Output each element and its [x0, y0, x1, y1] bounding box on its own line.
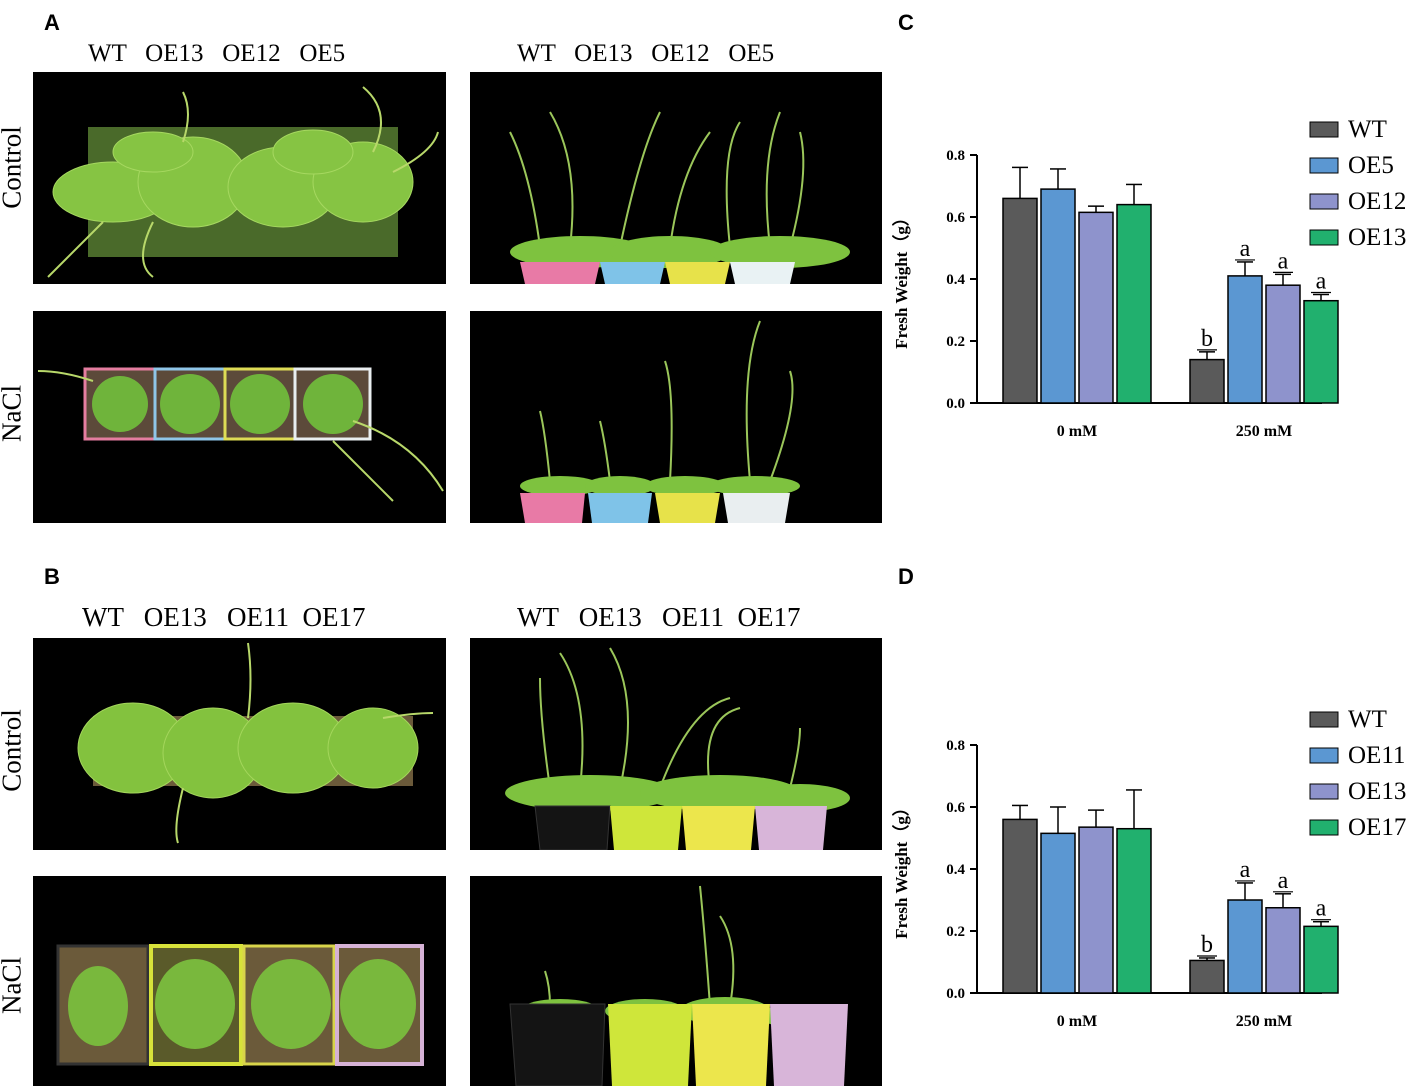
- photo-a-control-side-art: [509, 111, 850, 284]
- photo-b-control-top: [33, 638, 446, 850]
- legend-label-wt: WT: [1348, 116, 1387, 143]
- bar-oe13-0: [1078, 826, 1114, 994]
- legend-swatch-wt: [1309, 711, 1339, 728]
- significance-label: b: [1201, 932, 1213, 958]
- legend-swatch-oe12: [1309, 193, 1339, 210]
- photo-b-nacl-top: [33, 876, 446, 1086]
- photo-b-nacl-side: [470, 876, 882, 1086]
- photo-b-control-side: [470, 638, 882, 850]
- bar-oe13-0: [1116, 203, 1152, 404]
- panel-letter-b: B: [44, 564, 60, 589]
- significance-label: a: [1316, 896, 1327, 922]
- panel-a-genotypes-left: WT OE13 OE12 OE5: [88, 40, 346, 67]
- panel-a-row-control: Control: [0, 126, 27, 209]
- photo-a-nacl-top-art: [37, 367, 444, 502]
- bar-wt-0: [1002, 818, 1038, 994]
- significance-label: b: [1201, 326, 1213, 352]
- legend-label-wt: WT: [1348, 706, 1387, 733]
- bar-wt-1: [1189, 358, 1225, 404]
- panel-a-row-nacl: NaCl: [0, 385, 27, 442]
- y-tick-label: 0.0: [946, 986, 965, 1002]
- bar-oe5-0: [1040, 188, 1076, 404]
- chart-c: 0.0 0.2 0.4 0.6 0.8 Fresh Weight（g） 0 mM b a a a 25…: [891, 116, 1406, 440]
- y-tick-label: 0.6: [946, 800, 965, 816]
- panel-letter-a: A: [44, 10, 60, 35]
- bar-oe17-0: [1116, 827, 1152, 994]
- y-tick-label: 0.8: [946, 738, 965, 754]
- legend-label-oe13: OE13: [1348, 224, 1406, 251]
- legend-swatch-oe13: [1309, 229, 1339, 246]
- photo-a-control-top-art: [47, 86, 439, 278]
- photo-b-control-top-art: [77, 642, 434, 844]
- bar-oe5-1: [1227, 275, 1263, 404]
- panel-letter-c: C: [898, 10, 914, 35]
- legend-label-oe13: OE13: [1348, 778, 1406, 805]
- legend-swatch-oe13: [1309, 783, 1339, 800]
- bar-wt-1: [1189, 959, 1225, 994]
- y-tick-label: 0.2: [946, 924, 965, 940]
- photo-a-control-top: [33, 72, 446, 284]
- bar-wt-0: [1002, 197, 1038, 404]
- y-tick-label: 0.4: [946, 862, 965, 878]
- x-category-label: 0 mM: [1057, 423, 1097, 440]
- legend-label-oe12: OE12: [1348, 188, 1406, 215]
- photo-b-nacl-side-art: [509, 885, 848, 1086]
- bar-oe17-1: [1303, 925, 1339, 994]
- bar-oe11-0: [1040, 832, 1076, 994]
- legend-swatch-oe11: [1309, 747, 1339, 764]
- legend-swatch-wt: [1309, 121, 1339, 138]
- legend-label-oe17: OE17: [1348, 814, 1406, 841]
- legend-swatch-oe17: [1309, 819, 1339, 836]
- bar-oe12-1: [1265, 284, 1301, 404]
- y-tick-label: 0.2: [946, 334, 965, 350]
- x-category-label: 0 mM: [1057, 1013, 1097, 1030]
- photo-a-nacl-side: [470, 311, 882, 523]
- significance-label: a: [1316, 269, 1327, 295]
- legend-label-oe11: OE11: [1348, 742, 1405, 769]
- panel-letter-d: D: [898, 564, 914, 589]
- panel-b-row-nacl: NaCl: [0, 957, 27, 1014]
- significance-label: a: [1278, 868, 1289, 894]
- y-tick-label: 0.6: [946, 210, 965, 226]
- photo-a-nacl-top: [33, 311, 446, 523]
- legend-label-oe5: OE5: [1348, 152, 1394, 179]
- significance-label: a: [1240, 236, 1251, 262]
- y-tick-label: 0.4: [946, 272, 965, 288]
- y-axis-label: Fresh Weight（g）: [891, 799, 911, 939]
- x-category-label: 250 mM: [1236, 1013, 1292, 1030]
- y-tick-label: 0.0: [946, 396, 965, 412]
- y-axis-label: Fresh Weight（g）: [891, 209, 911, 349]
- photo-b-control-side-art: [505, 647, 850, 850]
- bar-oe13-1: [1265, 907, 1301, 994]
- legend-swatch-oe5: [1309, 157, 1339, 174]
- x-category-label: 250 mM: [1236, 423, 1292, 440]
- bar-oe12-0: [1078, 211, 1114, 404]
- significance-label: a: [1240, 857, 1251, 883]
- panel-a-genotypes-right: WT OE13 OE12 OE5: [517, 40, 775, 67]
- bar-oe13-1: [1303, 299, 1339, 404]
- photo-a-control-side: [470, 72, 882, 284]
- significance-label: a: [1278, 248, 1289, 274]
- panel-b-genotypes-right: WT OE13 OE11 OE17: [517, 602, 801, 632]
- panel-b-row-control: Control: [0, 709, 27, 792]
- bar-oe11-1: [1227, 899, 1263, 994]
- photo-a-nacl-side-art: [520, 320, 800, 523]
- photo-b-nacl-top-art: [56, 944, 424, 1066]
- y-tick-label: 0.8: [946, 148, 965, 164]
- panel-b-genotypes-left: WT OE13 OE11 OE17: [82, 602, 366, 632]
- chart-d: 0.0 0.2 0.4 0.6 0.8 Fresh Weight（g） 0 mM b a a a 25…: [891, 706, 1406, 1030]
